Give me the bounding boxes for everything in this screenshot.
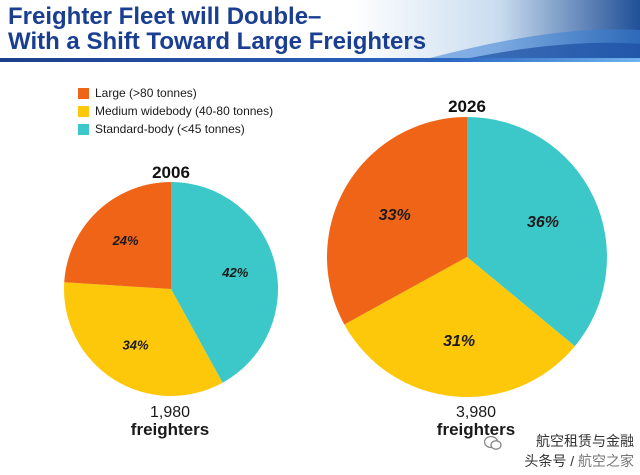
pie-2026-slice-medium <box>344 257 575 397</box>
legend-item-standard: Standard-body (<45 tonnes) <box>78 120 273 138</box>
watermark-brand: 航空之家 <box>578 453 634 469</box>
title-banner: Freighter Fleet will Double– With a Shif… <box>0 0 640 58</box>
pie-2006-total: 1,980 freighters <box>131 404 209 438</box>
banner-swoosh-decoration <box>430 29 640 58</box>
watermark-line-2: 头条号 / 航空之家 <box>524 451 634 471</box>
legend-label-standard: Standard-body (<45 tonnes) <box>95 122 245 136</box>
pie-2006-slice-large <box>64 182 171 289</box>
pie-2026-total-unit: freighters <box>436 420 516 439</box>
watermark: 航空租赁与金融 头条号 / 航空之家 <box>524 431 634 471</box>
legend-swatch-standard <box>78 123 89 135</box>
legend-item-medium: Medium widebody (40-80 tonnes) <box>78 102 273 120</box>
header-divider <box>0 58 640 62</box>
legend-swatch-medium <box>78 105 89 117</box>
pie-2006-label-medium: 34% <box>122 338 148 353</box>
pie-2006-label-large: 24% <box>112 233 139 248</box>
title-line-2: With a Shift Toward Large Freighters <box>8 28 427 55</box>
legend-swatch-large <box>78 87 89 99</box>
pie-2006: 42% 34% 24% <box>63 182 278 396</box>
pie-2026-total-number: 3,980 <box>455 404 497 421</box>
pie-2026-slice-standard <box>467 117 607 347</box>
pie-2026-title: 2026 <box>448 97 486 116</box>
watermark-source: 头条号 / <box>524 453 578 469</box>
pie-2026-label-standard: 36% <box>527 214 559 231</box>
pie-2026-label-large: 33% <box>379 207 411 224</box>
title-line-1: Freighter Fleet will Double– <box>8 3 322 30</box>
legend-item-large: Large (>80 tonnes) <box>78 84 273 102</box>
watermark-line-1: 航空租赁与金融 <box>536 433 634 449</box>
page-title: Freighter Fleet will Double– With a Shif… <box>8 4 426 54</box>
pie-2026-label-medium: 31% <box>443 333 475 350</box>
pie-2006-label-standard: 42% <box>221 265 248 280</box>
pie-2006-title: 2006 <box>152 163 190 182</box>
pie-2006-total-number: 1,980 <box>149 404 191 421</box>
pie-2006-total-unit: freighters <box>130 420 210 439</box>
wechat-icon <box>484 435 502 450</box>
pie-2026-slice-large <box>327 117 467 325</box>
legend-label-large: Large (>80 tonnes) <box>95 86 197 100</box>
pie-2006-slice-standard <box>171 182 278 383</box>
pie-2026: 36% 31% 33% <box>327 117 607 397</box>
pie-2026-total: 3,980 freighters <box>437 404 515 438</box>
legend-label-medium: Medium widebody (40-80 tonnes) <box>95 104 274 118</box>
chart-legend: Large (>80 tonnes) Medium widebody (40-8… <box>78 84 273 138</box>
pie-2006-slice-medium <box>63 282 223 396</box>
